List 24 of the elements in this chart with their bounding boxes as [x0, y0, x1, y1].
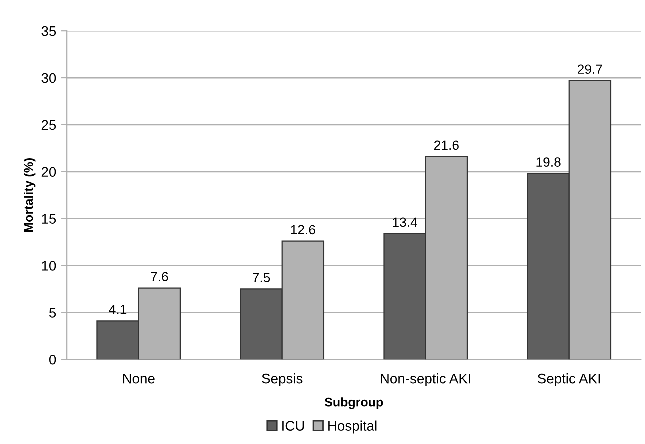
data-label: 7.6	[151, 272, 168, 282]
x-tick-label: Non-septic AKI	[381, 374, 471, 386]
y-tick-label: 15	[42, 214, 56, 224]
x-tick-label: Sepsis	[262, 374, 303, 386]
data-label: 29.7	[578, 64, 602, 74]
data-label: 7.5	[253, 273, 270, 282]
data-label: 12.6	[291, 225, 316, 235]
data-label: 13.4	[393, 218, 418, 228]
y-tick-label: 10	[42, 261, 56, 271]
x-tick-label: Septic AKI	[538, 374, 600, 386]
y-tick-label: 35	[42, 26, 56, 36]
y-tick-label: 5	[49, 308, 56, 318]
legend-label: ICU	[282, 421, 304, 431]
x-axis-title: Subgroup	[324, 398, 384, 410]
y-tick-label: 0	[49, 354, 56, 365]
x-tick-label: None	[123, 374, 155, 384]
data-label: 4.1	[109, 305, 127, 314]
y-tick-label: 30	[42, 73, 56, 84]
legend-label: Hospital	[328, 420, 377, 434]
y-tick-label: 25	[42, 120, 56, 130]
y-tick-label: 20	[42, 167, 56, 178]
data-label: 21.6	[434, 140, 459, 150]
y-axis-title: Mortality (%)	[24, 158, 36, 232]
data-label: 19.8	[536, 158, 561, 167]
